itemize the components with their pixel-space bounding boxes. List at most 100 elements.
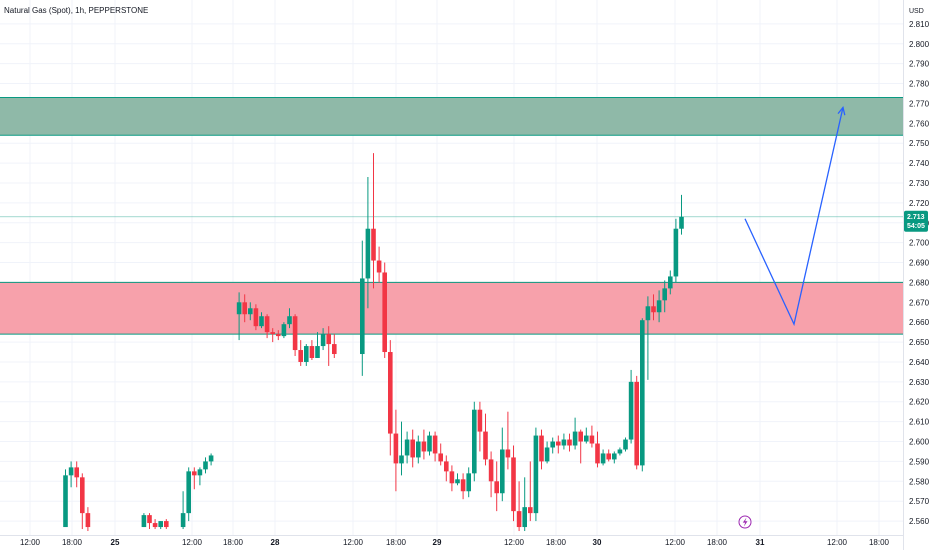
candle[interactable] <box>595 431 600 468</box>
candle[interactable] <box>416 435 421 464</box>
candle[interactable] <box>298 340 303 366</box>
candle[interactable] <box>276 330 281 341</box>
candle[interactable] <box>236 292 242 341</box>
candle[interactable] <box>673 218 679 283</box>
candle[interactable] <box>561 433 567 450</box>
candle[interactable] <box>500 427 505 502</box>
candle[interactable] <box>589 425 595 448</box>
candle[interactable] <box>656 290 662 323</box>
candle[interactable] <box>315 332 320 358</box>
candle[interactable] <box>472 401 477 482</box>
candle[interactable] <box>466 467 471 498</box>
candle[interactable] <box>382 262 387 358</box>
candle[interactable] <box>332 334 337 358</box>
candle[interactable] <box>192 467 197 490</box>
candle[interactable] <box>556 435 561 454</box>
candle[interactable] <box>410 429 415 468</box>
candle[interactable] <box>309 340 315 360</box>
candle[interactable] <box>584 427 589 444</box>
candle[interactable] <box>292 314 298 357</box>
projection-layer[interactable] <box>744 105 846 327</box>
candle[interactable] <box>483 413 488 466</box>
candle[interactable] <box>668 270 673 295</box>
candle[interactable] <box>460 473 466 500</box>
candle[interactable] <box>528 461 533 522</box>
candle[interactable] <box>617 447 623 456</box>
candle[interactable] <box>376 246 382 283</box>
candle[interactable] <box>550 437 555 454</box>
candle[interactable] <box>432 431 438 462</box>
candle[interactable] <box>320 328 326 351</box>
candle[interactable] <box>606 449 611 462</box>
candle[interactable] <box>242 294 247 323</box>
candle[interactable] <box>147 513 152 530</box>
candle[interactable] <box>304 344 309 366</box>
candle[interactable] <box>180 491 186 530</box>
candle[interactable] <box>634 375 639 470</box>
candle[interactable] <box>164 519 169 530</box>
support-zone[interactable] <box>0 282 903 335</box>
candle[interactable] <box>567 433 572 452</box>
candle[interactable] <box>421 429 427 460</box>
candle[interactable] <box>651 294 656 321</box>
candle[interactable] <box>477 401 483 452</box>
candle[interactable] <box>74 461 79 488</box>
candle[interactable] <box>511 445 516 522</box>
candle-layer <box>63 153 684 532</box>
candle[interactable] <box>141 513 147 528</box>
candle[interactable] <box>455 473 460 486</box>
candle[interactable] <box>68 461 74 488</box>
candle[interactable] <box>544 441 550 464</box>
candle[interactable] <box>365 177 371 309</box>
candle[interactable] <box>85 507 91 532</box>
candle[interactable] <box>371 153 376 289</box>
candle[interactable] <box>264 314 270 339</box>
candle[interactable] <box>393 409 399 492</box>
candle[interactable] <box>253 304 259 331</box>
candle[interactable] <box>645 296 651 380</box>
candle[interactable] <box>427 431 432 456</box>
candle[interactable] <box>360 240 365 376</box>
candle[interactable] <box>578 429 583 464</box>
candle[interactable] <box>600 449 606 466</box>
candle[interactable] <box>203 457 208 474</box>
candle[interactable] <box>197 467 203 486</box>
candle[interactable] <box>516 481 522 532</box>
candle[interactable] <box>270 328 275 343</box>
candle[interactable] <box>326 326 331 366</box>
candle[interactable] <box>80 473 85 530</box>
candle[interactable] <box>640 318 645 472</box>
candle[interactable] <box>612 451 617 464</box>
candle[interactable] <box>63 469 68 528</box>
resistance-zone[interactable] <box>0 97 903 136</box>
candle[interactable] <box>152 519 158 530</box>
candle[interactable] <box>404 431 410 464</box>
candle[interactable] <box>449 465 455 492</box>
price-tick-label: 2.700 <box>909 239 930 248</box>
candle[interactable] <box>662 280 667 313</box>
candle[interactable] <box>388 340 393 456</box>
candle[interactable] <box>494 461 499 512</box>
candle[interactable] <box>186 467 191 522</box>
candle[interactable] <box>281 322 287 339</box>
candle[interactable] <box>287 308 292 329</box>
flash-icon[interactable] <box>738 515 752 529</box>
candle[interactable] <box>158 521 163 530</box>
candle[interactable] <box>533 427 539 522</box>
candle[interactable] <box>628 369 634 444</box>
projection-path[interactable] <box>744 107 844 327</box>
candle[interactable] <box>488 451 494 498</box>
candle[interactable] <box>438 443 443 466</box>
candle[interactable] <box>522 477 527 532</box>
candle[interactable] <box>572 417 578 450</box>
candle[interactable] <box>399 421 404 476</box>
candle[interactable] <box>259 312 264 329</box>
candle[interactable] <box>208 453 214 466</box>
candle[interactable] <box>505 411 511 470</box>
candle[interactable] <box>444 455 449 482</box>
candle[interactable] <box>539 429 544 470</box>
candle[interactable] <box>248 302 253 321</box>
candle[interactable] <box>679 194 684 235</box>
candle[interactable] <box>623 437 628 452</box>
